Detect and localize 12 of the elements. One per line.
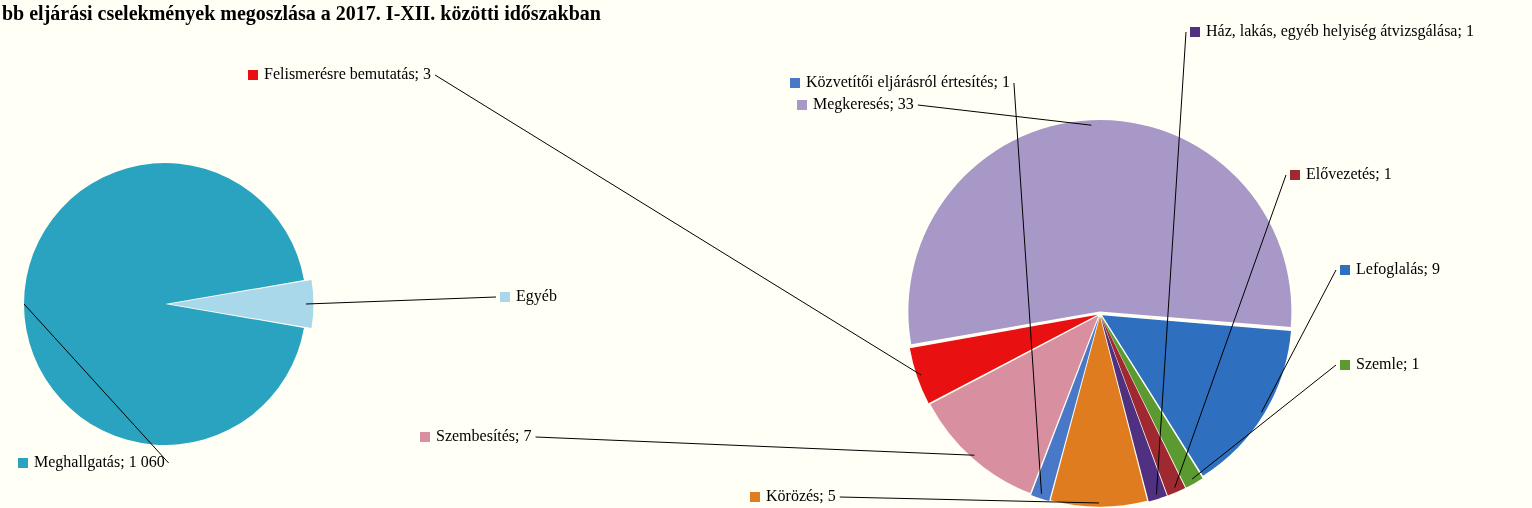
legend-label: Felismerésre bemutatás; 3 [264,65,432,83]
legend-label: Megkeresés; 33 [813,95,914,114]
legend-label: Szemle; 1 [1356,355,1420,373]
legend-label: Lefoglalás; 9 [1356,260,1440,279]
legend-label: Körözés; 5 [766,487,836,505]
legend-label: Meghallgatás; 1 060 [34,453,165,472]
chart-title: bb eljárási cselekmények megoszlása a 2017. I-XII. közötti időszakban [2,2,601,25]
legend-label: Ház, lakás, egyéb helyiség átvizsgálása; 1 [1206,22,1474,41]
legend-label: Közvetítői eljárásról értesítés; 1 [806,73,1010,92]
legend-label: Szembesítés; 7 [436,427,532,445]
legend-label: Elővezetés; 1 [1306,165,1392,183]
legend-label: Egyéb [516,287,557,306]
